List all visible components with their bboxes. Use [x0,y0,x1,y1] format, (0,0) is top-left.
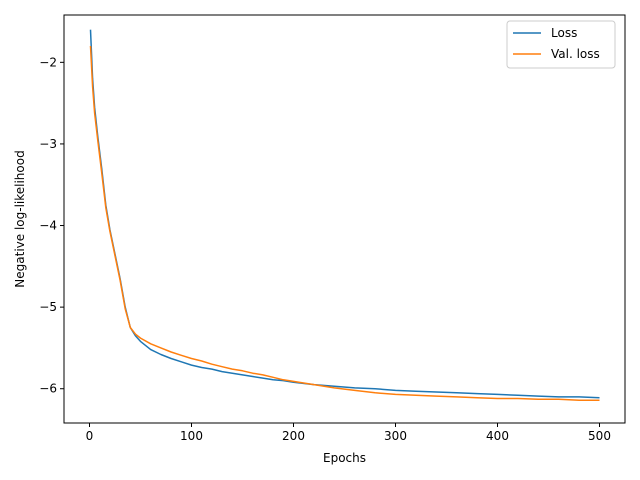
y-tick-label: −5 [39,300,57,314]
series-line-loss [89,29,600,399]
y-tick-label: −2 [39,55,57,69]
x-tick-label: 0 [86,429,94,443]
x-axis-label: Epochs [323,451,366,465]
x-tick-label: 500 [588,429,611,443]
x-tick-label: 400 [486,429,509,443]
y-tick-label: −6 [39,382,57,396]
legend-label-val-loss: Val. loss [551,47,600,61]
legend-label-loss: Loss [551,26,577,40]
series-line-val-loss [89,45,600,401]
y-axis-label: Negative log-likelihood [13,150,27,287]
x-tick-label: 100 [180,429,203,443]
legend: Loss Val. loss [506,20,616,69]
axes-frame [63,14,626,424]
y-tick-label: −3 [39,137,57,151]
x-tick-label: 200 [282,429,305,443]
y-tick-label: −4 [39,219,57,233]
x-tick-label: 300 [384,429,407,443]
